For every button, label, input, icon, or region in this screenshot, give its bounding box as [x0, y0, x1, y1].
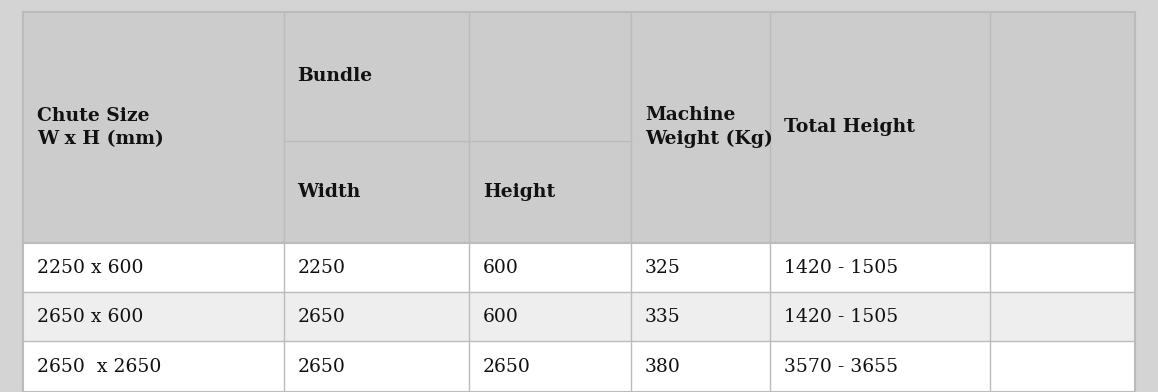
Text: 3570 - 3655: 3570 - 3655 — [784, 358, 899, 376]
Text: 2650: 2650 — [298, 308, 345, 325]
Text: 335: 335 — [645, 308, 681, 325]
Text: 600: 600 — [483, 259, 519, 276]
Text: 2650 x 600: 2650 x 600 — [37, 308, 144, 325]
Text: 2250: 2250 — [298, 259, 345, 276]
Text: 1420 - 1505: 1420 - 1505 — [784, 259, 899, 276]
Text: Bundle: Bundle — [298, 67, 373, 85]
Bar — [23, 341, 1135, 392]
Text: 600: 600 — [483, 308, 519, 325]
Text: Width: Width — [298, 183, 361, 201]
Text: 325: 325 — [645, 259, 681, 276]
Bar — [23, 12, 1135, 243]
Text: 380: 380 — [645, 358, 681, 376]
Bar — [23, 243, 1135, 292]
Text: 2650: 2650 — [483, 358, 530, 376]
Text: 1420 - 1505: 1420 - 1505 — [784, 308, 899, 325]
Text: 2650  x 2650: 2650 x 2650 — [37, 358, 161, 376]
Text: Chute Size
W x H (mm): Chute Size W x H (mm) — [37, 107, 163, 148]
Text: Height: Height — [483, 183, 555, 201]
Text: Machine
Weight (Kg): Machine Weight (Kg) — [645, 106, 772, 149]
Text: 2650: 2650 — [298, 358, 345, 376]
Text: 2250 x 600: 2250 x 600 — [37, 259, 144, 276]
Bar — [23, 292, 1135, 341]
Text: Total Height: Total Height — [784, 118, 915, 136]
